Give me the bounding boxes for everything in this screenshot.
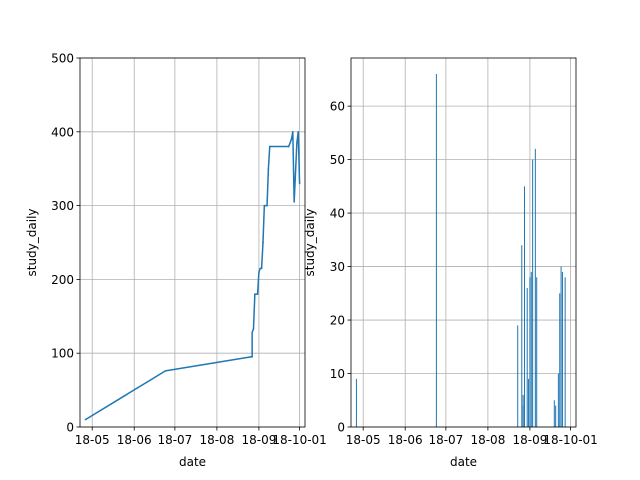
bar: [536, 277, 538, 427]
x-axis-label: date: [450, 455, 477, 469]
bar: [355, 378, 357, 427]
data-point: [296, 142, 298, 144]
data-point: [164, 370, 167, 372]
x-tick-label: 18-06: [117, 433, 152, 447]
bar: [555, 405, 557, 427]
bar-series: [355, 74, 566, 428]
axes-frame: [79, 57, 306, 428]
line-series: [84, 131, 301, 421]
y-tick-label: 30: [330, 260, 345, 274]
data-point: [269, 145, 271, 148]
data-point: [267, 167, 270, 170]
x-tick-label: 18-10-01: [543, 433, 597, 447]
y-tick-label: 300: [51, 199, 74, 213]
data-point: [251, 331, 253, 334]
bar: [564, 277, 566, 427]
bar: [530, 271, 532, 427]
x-tick-label: 18-08: [199, 433, 234, 447]
data-point: [250, 356, 252, 358]
bar: [560, 266, 562, 427]
y-axis-label: study_daily: [303, 208, 317, 276]
data-point: [251, 356, 253, 358]
x-tick-label: 18-10-01: [272, 433, 326, 447]
y-tick-label: 0: [66, 421, 74, 435]
bar: [526, 287, 528, 427]
bar: [559, 293, 561, 427]
data-point: [262, 241, 264, 244]
x-tick-label: 18-05: [346, 433, 381, 447]
data-point: [258, 271, 260, 273]
y-tick-label: 100: [51, 347, 74, 361]
x-tick-label: 18-05: [75, 433, 110, 447]
data-point: [260, 267, 263, 270]
bar: [557, 373, 559, 427]
bar: [521, 245, 523, 427]
data-point: [297, 131, 299, 133]
y-tick-label: 400: [51, 125, 74, 139]
bar: [553, 400, 555, 427]
bar: [532, 159, 534, 427]
x-tick-label: 18-06: [388, 433, 423, 447]
y-tick-label: 0: [337, 421, 345, 435]
data-point: [287, 145, 290, 148]
bar: [523, 186, 525, 427]
data-point: [254, 293, 256, 295]
bar: [529, 277, 531, 427]
bar: [534, 148, 536, 428]
data-point: [256, 293, 259, 295]
x-axis-label: date: [179, 455, 206, 469]
y-tick-label: 10: [330, 367, 345, 381]
bar: [435, 74, 437, 427]
data-point: [292, 131, 294, 133]
data-point: [84, 418, 87, 421]
axes-frame: [350, 57, 577, 428]
y-tick-label: 50: [330, 153, 345, 167]
y-tick-label: 500: [51, 52, 74, 66]
x-tick-label: 18-09: [512, 433, 547, 447]
bar: [561, 271, 563, 427]
bar: [522, 405, 524, 427]
x-tick-label: 18-07: [428, 433, 463, 447]
data-point: [266, 204, 268, 207]
y-tick-label: 40: [330, 207, 345, 221]
data-point: [259, 267, 262, 270]
data-point: [290, 138, 293, 140]
y-tick-label: 20: [330, 314, 345, 328]
bar: [528, 378, 530, 427]
x-tick-label: 18-07: [157, 433, 192, 447]
bar: [517, 325, 519, 427]
y-tick-label: 200: [51, 273, 74, 287]
y-tick-label: 60: [330, 100, 345, 114]
data-point: [252, 328, 255, 330]
x-tick-label: 18-09: [241, 433, 276, 447]
data-point: [263, 204, 266, 207]
y-axis-label: study_daily: [25, 208, 39, 276]
data-point: [293, 201, 295, 203]
data-point: [298, 182, 301, 185]
x-tick-label: 18-08: [470, 433, 505, 447]
